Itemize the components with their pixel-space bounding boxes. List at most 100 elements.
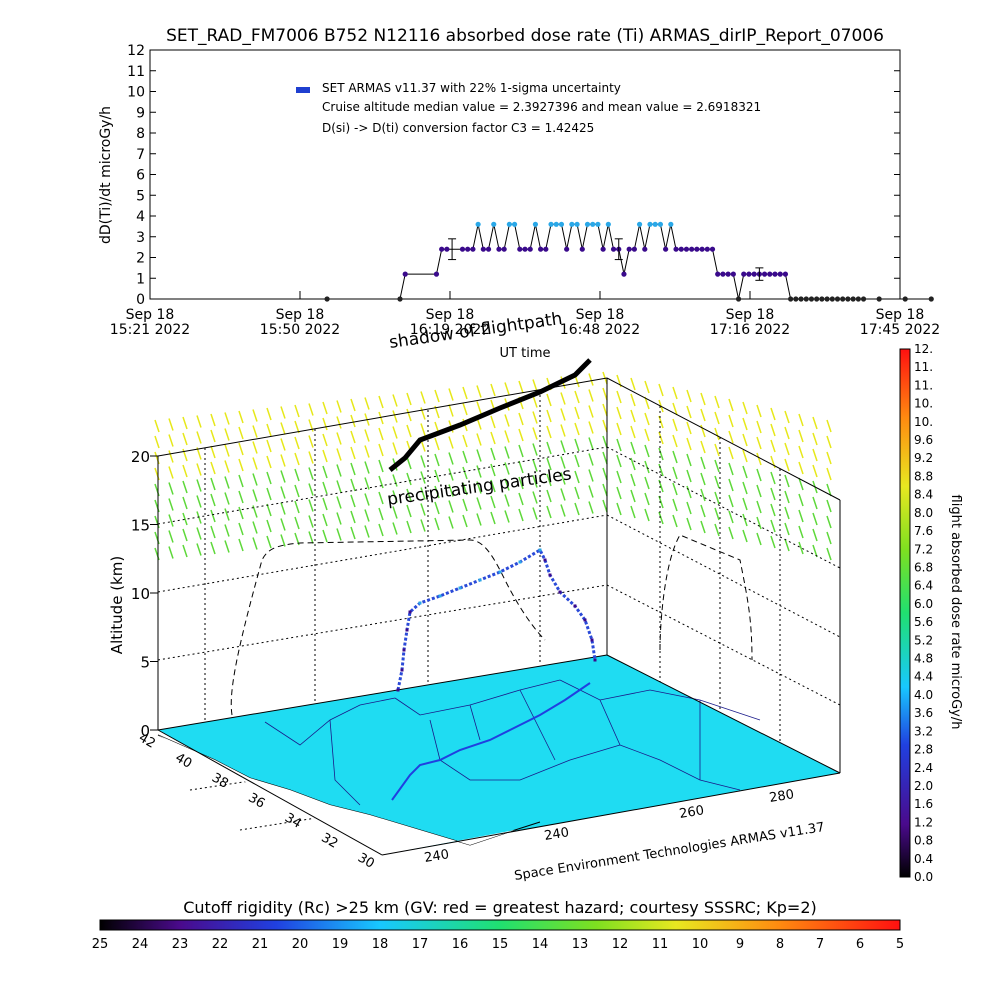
precip-particle bbox=[630, 425, 636, 439]
precip-particle bbox=[602, 419, 608, 433]
flightpath-point bbox=[583, 618, 587, 622]
precip-particle bbox=[224, 444, 230, 457]
precip-particle bbox=[392, 426, 398, 439]
precip-particle bbox=[420, 391, 426, 404]
precip-particle bbox=[364, 445, 370, 458]
dose-colorbar-tick-label: 11. bbox=[914, 360, 933, 374]
precip-particle bbox=[518, 492, 524, 506]
dose-point bbox=[595, 221, 601, 227]
border-10 bbox=[469, 704, 481, 741]
top-x-tick-label-line2: 15:50 2022 bbox=[260, 322, 340, 338]
altitude-tick-label: 15 bbox=[131, 517, 150, 535]
rc-colorbar-ticks: 25 24 23 22 21 20 19 18 17 16 15 14 13 12 11 10 9 8 7 6 5 bbox=[92, 937, 904, 952]
rc-colorbar-tick-label: 8 bbox=[776, 937, 784, 952]
precip-particle bbox=[224, 540, 230, 553]
dose-point bbox=[600, 246, 606, 252]
latitude-tick-label: 42 bbox=[136, 730, 158, 751]
rc-colorbar-tick-label: 15 bbox=[492, 937, 509, 952]
altitude-tick-label: 5 bbox=[140, 654, 150, 672]
precip-particle bbox=[700, 472, 706, 486]
precip-particle bbox=[308, 435, 314, 448]
precip-particle bbox=[630, 473, 636, 487]
precip-particle bbox=[238, 522, 244, 536]
dose-point bbox=[569, 221, 575, 227]
precip-particle bbox=[378, 395, 384, 409]
precip-particle bbox=[182, 432, 188, 446]
altitude-tick-label: 0 bbox=[140, 722, 150, 740]
floor-edge-left bbox=[157, 729, 383, 856]
dose-point bbox=[715, 271, 721, 277]
latitude-tick-label: 38 bbox=[209, 770, 231, 791]
rc-colorbar-tick-label: 25 bbox=[92, 937, 109, 952]
precip-particle bbox=[252, 489, 258, 502]
precip-particle bbox=[350, 478, 356, 492]
dose-colorbar-tick-label: 5.6 bbox=[914, 615, 933, 629]
precip-particle bbox=[280, 534, 286, 547]
precip-particle bbox=[644, 380, 650, 394]
border-2 bbox=[329, 719, 361, 806]
precip-particle bbox=[168, 514, 174, 527]
border-8 bbox=[599, 699, 621, 746]
precip-particle bbox=[238, 474, 244, 488]
precip-particle bbox=[462, 450, 468, 464]
precip-particle bbox=[406, 504, 412, 518]
precip-particle bbox=[266, 503, 272, 517]
precip-particle bbox=[490, 447, 496, 461]
dose-point bbox=[704, 246, 710, 252]
precip-particle bbox=[784, 474, 790, 488]
precip-particle bbox=[798, 429, 804, 443]
grid-z10-back bbox=[157, 514, 608, 593]
dose-point bbox=[402, 271, 408, 277]
precip-particle bbox=[672, 418, 678, 432]
flightpath-ground-track bbox=[391, 682, 591, 801]
dose-colorbar-ticks: 0.0 0.4 0.8 1.2 1.6 2.0 2.4 2.8 3.2 3.6 4.0 4.4 4.8 5… bbox=[914, 342, 933, 884]
precip-particle bbox=[168, 434, 174, 447]
precip-particle bbox=[770, 471, 776, 485]
precip-particle bbox=[406, 456, 412, 470]
dose-colorbar-tick-label: 2.4 bbox=[914, 761, 933, 775]
precip-particle bbox=[756, 500, 762, 514]
precip-particle bbox=[196, 463, 202, 476]
precip-particle bbox=[826, 531, 832, 545]
precip-particle bbox=[490, 415, 496, 429]
precip-particle bbox=[448, 516, 454, 529]
precip-particle bbox=[686, 453, 692, 467]
precip-particle bbox=[462, 434, 468, 448]
flightpath-shadow-top bbox=[388, 358, 592, 472]
precip-particle bbox=[560, 424, 566, 437]
longitude-tick-label: 240 bbox=[543, 825, 570, 844]
precip-particle bbox=[616, 438, 622, 452]
precip-particle bbox=[322, 513, 328, 527]
precip-particle bbox=[462, 514, 468, 528]
legend-label: SET ARMAS v11.37 with 22% 1-sigma uncert… bbox=[322, 81, 621, 95]
precip-particle bbox=[546, 425, 552, 439]
precip-particle bbox=[616, 470, 622, 484]
flightpath-point bbox=[438, 594, 442, 598]
precip-particle bbox=[364, 509, 370, 522]
top-y-tick-label: 10 bbox=[127, 85, 145, 101]
dose-series-line bbox=[327, 223, 932, 300]
chart-title: SET_RAD_FM7006 B752 N12116 absorbed dose… bbox=[166, 26, 884, 46]
precip-particle bbox=[518, 460, 524, 474]
precip-particle bbox=[588, 389, 594, 402]
dose-point bbox=[694, 246, 700, 252]
precip-particle bbox=[672, 514, 678, 528]
dose-colorbar-tick-label: 10. bbox=[914, 397, 933, 411]
precip-particle bbox=[756, 532, 762, 546]
dose-point bbox=[558, 221, 565, 227]
precip-particle bbox=[378, 411, 384, 425]
dose-point bbox=[699, 246, 705, 252]
dose-colorbar-tick-label: 10. bbox=[914, 415, 933, 429]
frame-edge-top-back bbox=[157, 377, 608, 457]
precip-particle bbox=[420, 423, 426, 436]
precip-particle bbox=[252, 505, 258, 518]
precip-particle bbox=[182, 544, 188, 558]
precip-particle bbox=[728, 446, 734, 460]
precip-particle bbox=[280, 518, 286, 531]
precip-particle bbox=[672, 482, 678, 496]
precip-particle bbox=[308, 499, 314, 512]
floor-edge-front bbox=[381, 772, 841, 856]
precip-particle bbox=[336, 464, 342, 477]
rc-colorbar-tick-label: 23 bbox=[172, 937, 189, 952]
